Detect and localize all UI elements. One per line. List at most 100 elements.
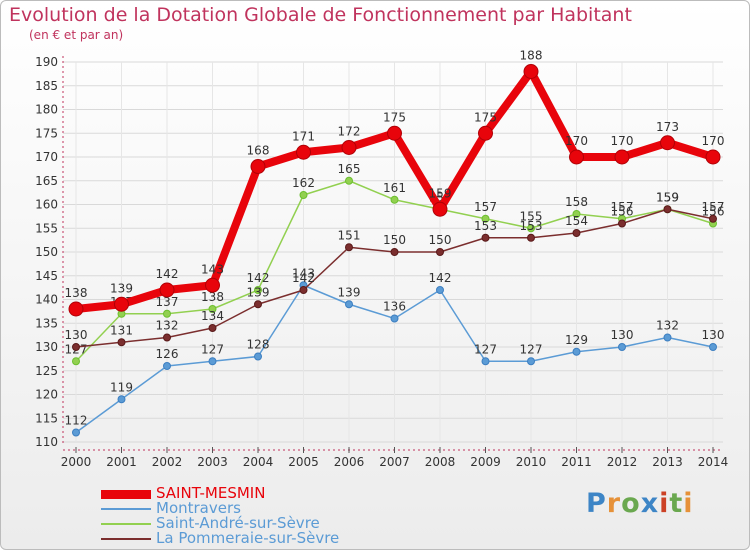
y-tick-label: 180	[35, 103, 58, 117]
proxiti-logo: Proxiti	[586, 488, 694, 519]
data-label: 127	[520, 342, 543, 356]
data-label: 151	[338, 228, 361, 242]
data-point	[254, 300, 262, 309]
data-label: 170	[565, 134, 588, 148]
x-tick-label: 2013	[652, 455, 683, 469]
data-point	[572, 347, 581, 356]
data-point	[432, 201, 448, 217]
x-tick-label: 2008	[425, 455, 456, 469]
data-point	[72, 343, 80, 351]
x-tick-label: 2011	[561, 455, 592, 469]
data-label: 132	[656, 319, 679, 333]
x-tick-label: 2002	[152, 455, 183, 469]
data-label: 150	[383, 233, 406, 247]
data-label: 168	[247, 144, 270, 158]
data-label: 127	[201, 342, 224, 356]
data-label: 119	[110, 380, 133, 394]
data-label: 153	[520, 219, 543, 233]
y-tick-label: 130	[35, 340, 58, 354]
data-label: 129	[565, 333, 588, 347]
data-label: 155	[520, 209, 543, 223]
data-label: 150	[429, 233, 452, 247]
x-tick-label: 2005	[288, 455, 319, 469]
data-label: 172	[338, 125, 361, 139]
y-tick-label: 155	[35, 221, 58, 235]
data-label: 154	[565, 214, 588, 228]
data-point	[390, 248, 399, 256]
data-label: 128	[247, 338, 270, 352]
x-tick-label: 2006	[334, 455, 365, 469]
legend-swatch	[101, 538, 151, 540]
data-point	[163, 362, 171, 370]
data-label: 139	[338, 285, 361, 299]
data-label: 142	[429, 271, 452, 285]
y-tick-label: 120	[35, 388, 58, 402]
data-label: 143	[292, 266, 315, 280]
x-tick-label: 2000	[61, 455, 92, 469]
data-label: 131	[110, 323, 133, 337]
y-tick-label: 150	[35, 245, 58, 259]
legend-swatch	[101, 489, 151, 499]
chart-title: Evolution de la Dotation Globale de Fonc…	[9, 4, 632, 26]
data-point	[208, 357, 217, 366]
data-point	[341, 140, 357, 155]
data-label: 130	[702, 328, 725, 342]
data-label: 170	[611, 134, 634, 148]
brand-letter: i	[683, 488, 694, 519]
data-label: 126	[156, 347, 179, 361]
data-point	[569, 149, 584, 165]
data-label: 157	[474, 200, 497, 214]
data-label: 137	[156, 295, 179, 309]
data-point	[72, 357, 80, 366]
data-label: 188	[520, 49, 543, 63]
legend-label: La Pommeraie-sur-Sèvre	[156, 529, 340, 547]
chart-subtitle: (en € et par an)	[29, 28, 124, 42]
data-label: 112	[65, 414, 88, 428]
data-point	[390, 195, 399, 204]
data-label: 142	[247, 271, 270, 285]
data-label: 173	[656, 120, 679, 134]
data-point	[163, 333, 171, 342]
data-label: 165	[338, 162, 361, 176]
data-point	[390, 314, 399, 323]
data-label: 157	[611, 200, 634, 214]
x-tick-label: 2003	[197, 455, 228, 469]
data-label: 138	[65, 286, 88, 300]
data-point	[299, 191, 308, 199]
data-label: 157	[702, 200, 725, 214]
data-point	[72, 428, 80, 437]
data-label: 170	[702, 134, 725, 148]
data-point	[117, 395, 126, 404]
data-label: 175	[383, 110, 406, 124]
data-point	[709, 214, 717, 223]
brand-letter: r	[606, 488, 622, 519]
data-label: 156	[611, 205, 634, 219]
data-point	[481, 214, 490, 223]
data-point	[572, 210, 581, 218]
data-label: 156	[702, 205, 725, 219]
x-tick-label: 2009	[470, 455, 501, 469]
data-point	[478, 125, 493, 141]
y-tick-label: 115	[35, 411, 58, 425]
data-point	[117, 338, 126, 347]
brand-letter: t	[669, 488, 684, 519]
x-tick-label: 2012	[607, 455, 638, 469]
data-label: 143	[201, 262, 224, 276]
legend-swatch	[101, 523, 151, 525]
y-tick-label: 160	[35, 198, 58, 212]
x-tick-label: 2001	[106, 455, 137, 469]
y-tick-label: 145	[35, 269, 58, 283]
x-tick-label: 2004	[243, 455, 274, 469]
data-point	[250, 159, 266, 174]
data-label: 138	[201, 290, 224, 304]
data-point	[527, 357, 535, 366]
data-point	[614, 149, 630, 165]
data-point	[663, 333, 672, 342]
data-label: 158	[565, 195, 588, 209]
data-point	[345, 300, 353, 309]
data-point	[436, 286, 444, 294]
legend-swatch	[101, 508, 151, 510]
data-point	[163, 309, 171, 318]
y-tick-label: 165	[35, 174, 58, 188]
